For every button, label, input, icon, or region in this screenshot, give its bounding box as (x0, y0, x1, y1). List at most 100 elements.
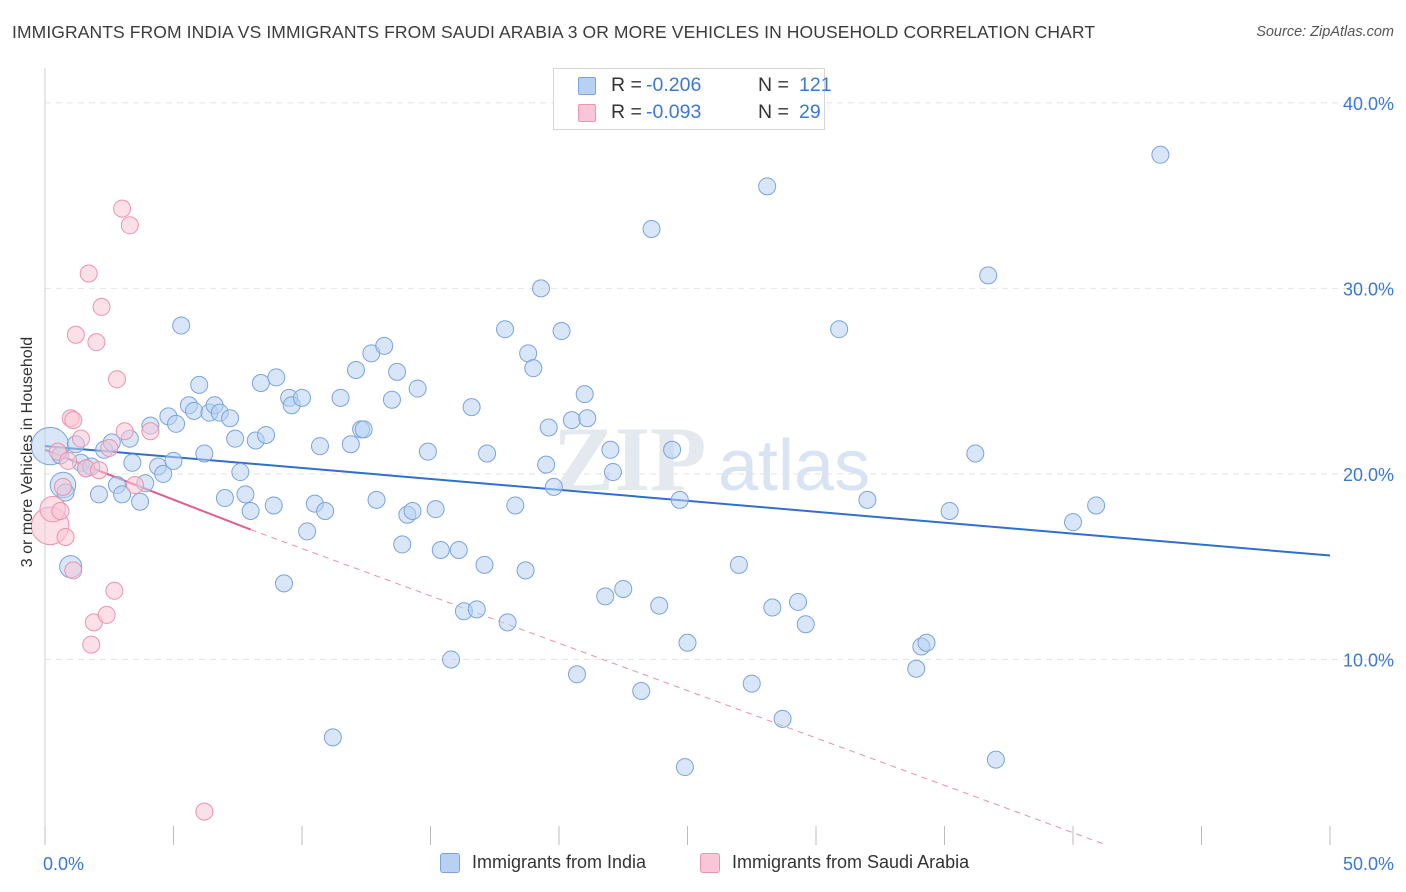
india-point (382, 390, 401, 409)
saudi-point (105, 581, 124, 600)
india-point (89, 485, 108, 504)
india-point (475, 555, 494, 574)
india-point (650, 596, 669, 615)
india-point (596, 587, 615, 606)
tick-label-layer: 10.0% 20.0% 30.0% 40.0% 0.0% 50.0% (43, 94, 1394, 874)
india-point (1064, 513, 1082, 532)
india-point (1151, 145, 1170, 164)
correlation-legend: R = -0.206 N = 121 R = -0.093 N = 29 (553, 68, 832, 130)
india-point (257, 425, 276, 444)
y-tick-label: 40.0% (1343, 94, 1394, 114)
india-point (642, 220, 661, 238)
x-tick-label: 50.0% (1343, 854, 1394, 874)
y-tick-label: 20.0% (1343, 465, 1394, 485)
india-point (331, 388, 350, 407)
saudi-point (51, 502, 70, 521)
india-point (940, 502, 959, 521)
india-point (431, 540, 450, 559)
india-point (241, 502, 260, 521)
chart-title: IMMIGRANTS FROM INDIA VS IMMIGRANTS FROM… (12, 22, 1096, 42)
india-point (190, 375, 209, 394)
india-point (907, 659, 926, 678)
india-point (367, 490, 386, 509)
india-point (251, 374, 270, 392)
india-point (678, 633, 697, 652)
saudi-point (100, 438, 119, 457)
india-point (758, 177, 777, 196)
india-point (293, 388, 311, 407)
saudi-point (92, 297, 111, 316)
india-point (632, 682, 651, 700)
india-point (123, 453, 142, 472)
saudi-point (120, 216, 139, 235)
india-point (524, 359, 543, 378)
india-point (567, 665, 586, 684)
legend-n-label-india: N = (758, 74, 789, 96)
series-label-saudi: Immigrants from Saudi Arabia (732, 852, 970, 872)
india-point (403, 502, 422, 521)
india-point (346, 361, 365, 380)
india-point (830, 320, 849, 339)
india-point (552, 322, 571, 341)
saudi-point (195, 802, 214, 821)
india-point (236, 485, 255, 504)
india-point (506, 496, 525, 515)
india-point (275, 574, 294, 593)
saudi-point (64, 411, 83, 430)
watermark: ZIP atlas (553, 408, 870, 510)
india-point (264, 496, 283, 515)
legend-r-label-india: R = (611, 74, 642, 96)
saudi-point (79, 264, 98, 283)
legend-n-label-saudi: N = (758, 101, 789, 123)
india-point (663, 440, 682, 459)
india-point (1087, 496, 1106, 515)
india-point (532, 279, 551, 298)
saudi-point (71, 429, 90, 448)
saudi-point (53, 477, 72, 496)
legend-n-value-india: 121 (799, 74, 832, 96)
india-point (979, 266, 998, 285)
india-point (498, 613, 517, 632)
india-point (113, 485, 132, 504)
series-swatch-saudi (700, 853, 720, 873)
saudi-point (141, 422, 160, 441)
india-point (858, 490, 877, 509)
saudi-point (64, 561, 83, 580)
india-point (298, 522, 317, 541)
saudi-point (87, 333, 106, 352)
india-point (562, 411, 581, 430)
india-point (354, 420, 373, 439)
saudi-trend-extension (250, 529, 1107, 846)
india-point (986, 750, 1005, 769)
saudi-point (115, 422, 134, 441)
india-point (478, 444, 497, 463)
points-layer (30, 145, 1170, 821)
india-point (575, 385, 594, 404)
india-point (185, 401, 204, 420)
india-point (729, 555, 748, 574)
india-point (449, 540, 468, 559)
india-point (442, 650, 461, 669)
watermark-atlas: atlas (718, 426, 870, 506)
india-point (408, 379, 427, 398)
series-swatch-india (440, 853, 460, 873)
chart-source: Source: ZipAtlas.com (1256, 24, 1394, 40)
india-point (323, 728, 342, 747)
india-point (221, 409, 240, 428)
y-tick-label: 30.0% (1343, 279, 1394, 299)
legend-r-value-india: -0.206 (646, 74, 702, 96)
india-point (773, 709, 792, 728)
saudi-point (56, 528, 75, 546)
legend-r-value-saudi: -0.093 (646, 101, 702, 123)
india-point (154, 464, 173, 483)
india-point (195, 444, 214, 463)
india-point (675, 758, 694, 777)
saudi-point (66, 325, 85, 344)
india-point (426, 500, 445, 519)
india-point (539, 418, 558, 437)
india-point (496, 320, 515, 339)
india-point (393, 535, 412, 554)
india-point (917, 633, 936, 652)
saudi-point (97, 605, 116, 624)
